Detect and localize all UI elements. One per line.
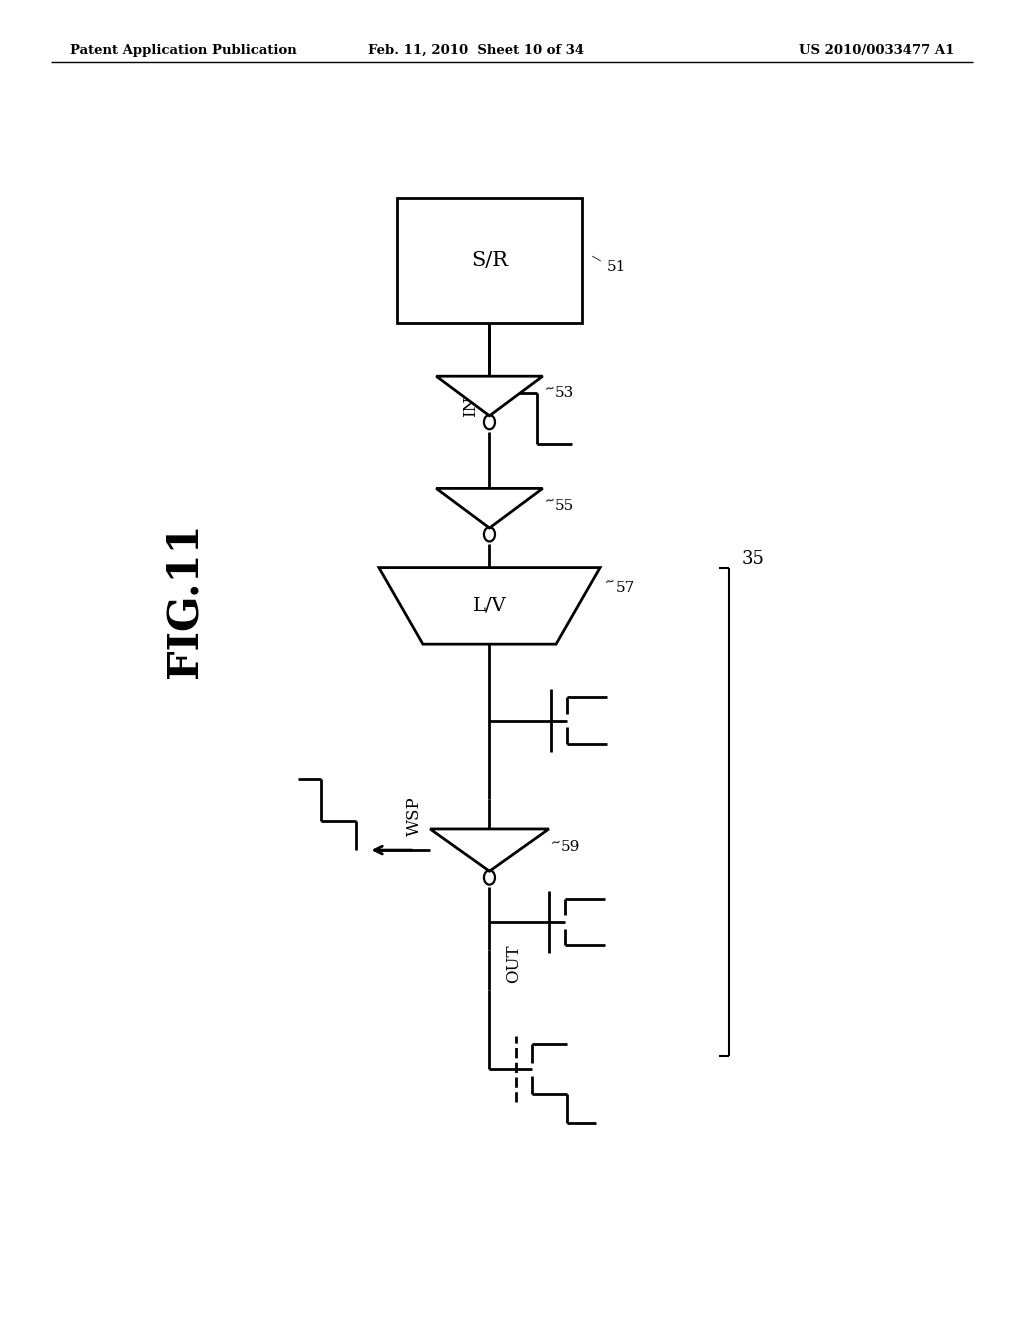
Text: ∼: ∼ (544, 492, 556, 508)
Text: 51: 51 (607, 260, 627, 275)
Text: Feb. 11, 2010  Sheet 10 of 34: Feb. 11, 2010 Sheet 10 of 34 (368, 44, 585, 57)
Polygon shape (379, 568, 600, 644)
Text: 59: 59 (561, 841, 581, 854)
Text: 55: 55 (555, 499, 574, 512)
Text: IN: IN (463, 396, 479, 417)
Text: 53: 53 (555, 387, 574, 400)
Text: S/R: S/R (471, 251, 508, 271)
Text: —: — (589, 251, 603, 265)
Text: OUT: OUT (505, 945, 522, 983)
Text: ∼: ∼ (544, 380, 556, 396)
Polygon shape (436, 376, 543, 416)
Text: 35: 35 (741, 549, 764, 568)
Text: L/V: L/V (473, 597, 506, 615)
Text: 57: 57 (615, 581, 635, 595)
Polygon shape (430, 829, 549, 871)
Text: ∼: ∼ (550, 834, 562, 850)
Text: WSP: WSP (407, 796, 423, 836)
Polygon shape (436, 488, 543, 528)
Text: ∼: ∼ (603, 574, 615, 589)
Text: US 2010/0033477 A1: US 2010/0033477 A1 (799, 44, 954, 57)
Bar (397, 198, 582, 323)
Text: Patent Application Publication: Patent Application Publication (70, 44, 296, 57)
Text: FIG.11: FIG.11 (163, 523, 206, 678)
